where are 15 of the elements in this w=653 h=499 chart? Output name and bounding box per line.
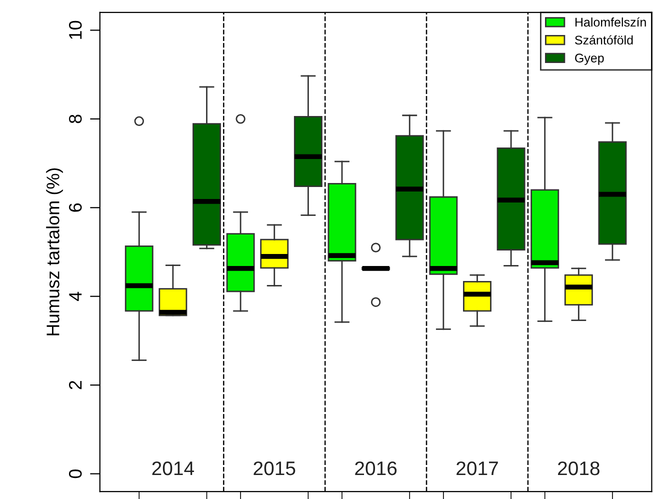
x-tick-label: 2017 bbox=[456, 461, 498, 476]
x-tick-label: 2015 bbox=[254, 461, 296, 476]
y-tick-label: 4 bbox=[69, 292, 82, 301]
x-tick-label: 2018 bbox=[558, 461, 600, 476]
legend-label: Gyep bbox=[575, 54, 604, 65]
y-tick-label: 0 bbox=[68, 469, 82, 478]
legend-label: Halomfelszín bbox=[575, 17, 646, 27]
x-tick-label: 2016 bbox=[355, 461, 397, 476]
y-tick-label: 10 bbox=[68, 20, 82, 39]
legend-label: Szántóföld bbox=[575, 35, 633, 45]
x-tick-label: 2014 bbox=[152, 461, 194, 476]
y-tick-label: 6 bbox=[68, 203, 82, 212]
y-tick-label: 2 bbox=[68, 380, 82, 390]
y-axis-title: Humusz tartalom (%) bbox=[46, 168, 63, 336]
y-tick-label: 8 bbox=[68, 114, 82, 124]
